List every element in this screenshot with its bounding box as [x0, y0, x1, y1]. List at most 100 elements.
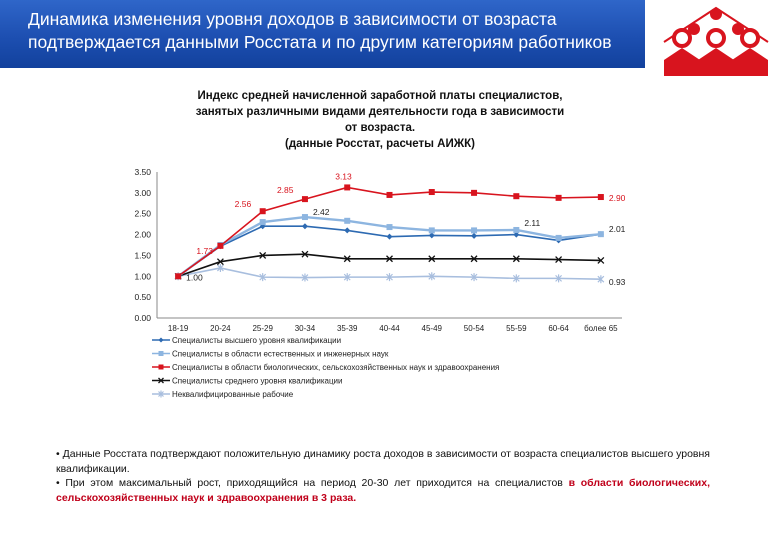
x-tick-label: 45-49 — [422, 324, 443, 333]
square-marker — [301, 196, 308, 203]
diamond-marker — [428, 232, 435, 239]
legend-label: Специалисты высшего уровня квалификации — [172, 336, 341, 345]
star-marker — [158, 390, 164, 398]
data-label: 1.73 — [196, 246, 213, 256]
y-tick-label: 2.00 — [134, 230, 151, 240]
legend-label: Специалисты в области биологических, сел… — [172, 363, 499, 372]
data-label: 2.85 — [277, 185, 294, 195]
notes: • Данные Росстата подтверждают положител… — [56, 447, 710, 505]
line-chart: 0.00 0.50 1.00 1.50 2.00 2.50 3.00 3.50 18-19 20… — [134, 167, 626, 399]
chart-title: Индекс средней начисленной заработной пл… — [130, 88, 630, 152]
data-label: 1.00 — [186, 272, 203, 282]
diamond-marker — [344, 227, 351, 234]
square-marker — [259, 208, 266, 215]
x-marker — [216, 258, 224, 266]
x-tick-labels: 18-19 20-24 25-29 30-34 35-39 40-44 45-49 50-54… — [168, 324, 618, 333]
x-marker — [470, 255, 478, 263]
header-banner: Динамика изменения уровня доходов в зави… — [0, 0, 645, 68]
x-tick-label: 30-34 — [295, 324, 316, 333]
diamond-marker — [471, 232, 478, 239]
y-tick-labels: 0.00 0.50 1.00 1.50 2.00 2.50 3.00 3.50 — [134, 167, 151, 323]
square-marker — [259, 219, 266, 226]
square-marker — [597, 231, 604, 238]
star-marker — [343, 273, 351, 282]
note-2-text: • При этом максимальный рост, приходящий… — [56, 477, 569, 489]
data-label: 2.56 — [235, 199, 252, 209]
x-marker — [343, 255, 351, 263]
x-tick-label: 20-24 — [210, 324, 231, 333]
x-tick-label: 18-19 — [168, 324, 189, 333]
star-marker — [216, 263, 224, 272]
x-marker — [259, 251, 267, 259]
x-tick-label: 50-54 — [464, 324, 485, 333]
x-marker — [555, 256, 563, 264]
square-marker — [597, 194, 604, 201]
x-marker — [158, 377, 164, 384]
x-marker — [301, 250, 309, 258]
y-tick-label: 1.50 — [134, 250, 151, 260]
chart-title-line3: от возраста. — [344, 122, 416, 134]
square-marker — [386, 224, 393, 231]
star-marker — [597, 275, 605, 284]
x-tick-label: 35-39 — [337, 324, 358, 333]
square-marker — [217, 242, 224, 249]
data-label: 3.13 — [335, 171, 352, 181]
page-title-line1: Динамика изменения уровня доходов в зави… — [28, 9, 557, 29]
y-tick-label: 0.50 — [134, 292, 151, 302]
logo — [663, 6, 769, 76]
y-tick-label: 3.00 — [134, 188, 151, 198]
square-marker — [344, 217, 351, 224]
square-marker — [386, 191, 393, 198]
chart-title-line2: занятых различными видами деятельности г… — [195, 106, 565, 118]
square-marker — [175, 273, 182, 280]
square-marker — [428, 227, 435, 234]
star-marker — [301, 273, 309, 282]
data-label: 0.93 — [609, 277, 626, 287]
star-marker — [386, 273, 393, 282]
legend-label: Специалисты в области естественных и инж… — [172, 350, 389, 359]
page-title-line2: подтверждается данными Росстата и по дру… — [28, 32, 612, 52]
data-labels: 1.73 2.56 2.85 3.13 2.90 2.42 2.11 2.01 1.00 0.93 — [186, 171, 626, 287]
chart-title-line1: Индекс средней начисленной заработной пл… — [197, 90, 563, 102]
legend: Специалисты высшего уровня квалификации С… — [152, 336, 499, 399]
x-marker — [597, 256, 605, 264]
square-marker — [471, 227, 478, 234]
star-marker — [259, 273, 267, 282]
page-title: Динамика изменения уровня доходов в зави… — [28, 8, 638, 54]
square-marker — [344, 184, 351, 191]
diamond-marker — [386, 233, 393, 240]
x-marker — [512, 255, 520, 263]
y-tick-label: 2.50 — [134, 209, 151, 219]
square-marker — [513, 226, 520, 233]
x-tick-label: более 65 — [584, 324, 618, 333]
x-tick-label: 55-59 — [506, 324, 527, 333]
legend-label: Специалисты среднего уровня квалификации — [172, 377, 342, 386]
data-label: 2.42 — [313, 207, 330, 217]
note-1: • Данные Росстата подтверждают положител… — [56, 448, 710, 475]
x-tick-label: 25-29 — [252, 324, 273, 333]
y-tick-label: 3.50 — [134, 167, 151, 177]
data-label: 2.90 — [609, 193, 626, 203]
square-marker — [471, 189, 478, 196]
series-markers — [174, 184, 605, 284]
star-marker — [428, 272, 436, 281]
star-marker — [555, 274, 563, 283]
x-marker — [386, 255, 393, 263]
chart-title-line4: (данные Росстат, расчеты АИЖК) — [285, 138, 475, 150]
x-tick-label: 40-44 — [379, 324, 400, 333]
x-marker — [428, 255, 436, 263]
legend-label: Неквалифицированные рабочие — [172, 390, 294, 399]
data-label: 2.11 — [524, 218, 540, 228]
square-marker — [555, 194, 562, 201]
note-2: • При этом максимальный рост, приходящий… — [56, 476, 710, 505]
x-tick-label: 60-64 — [548, 324, 569, 333]
square-marker — [555, 234, 562, 241]
square-marker — [158, 351, 164, 356]
diamond-marker — [158, 337, 164, 343]
square-marker — [301, 214, 308, 221]
star-marker — [512, 274, 520, 283]
diamond-marker — [513, 231, 520, 238]
diamond-marker — [301, 223, 308, 230]
star-marker — [470, 273, 478, 282]
square-marker — [513, 193, 520, 200]
